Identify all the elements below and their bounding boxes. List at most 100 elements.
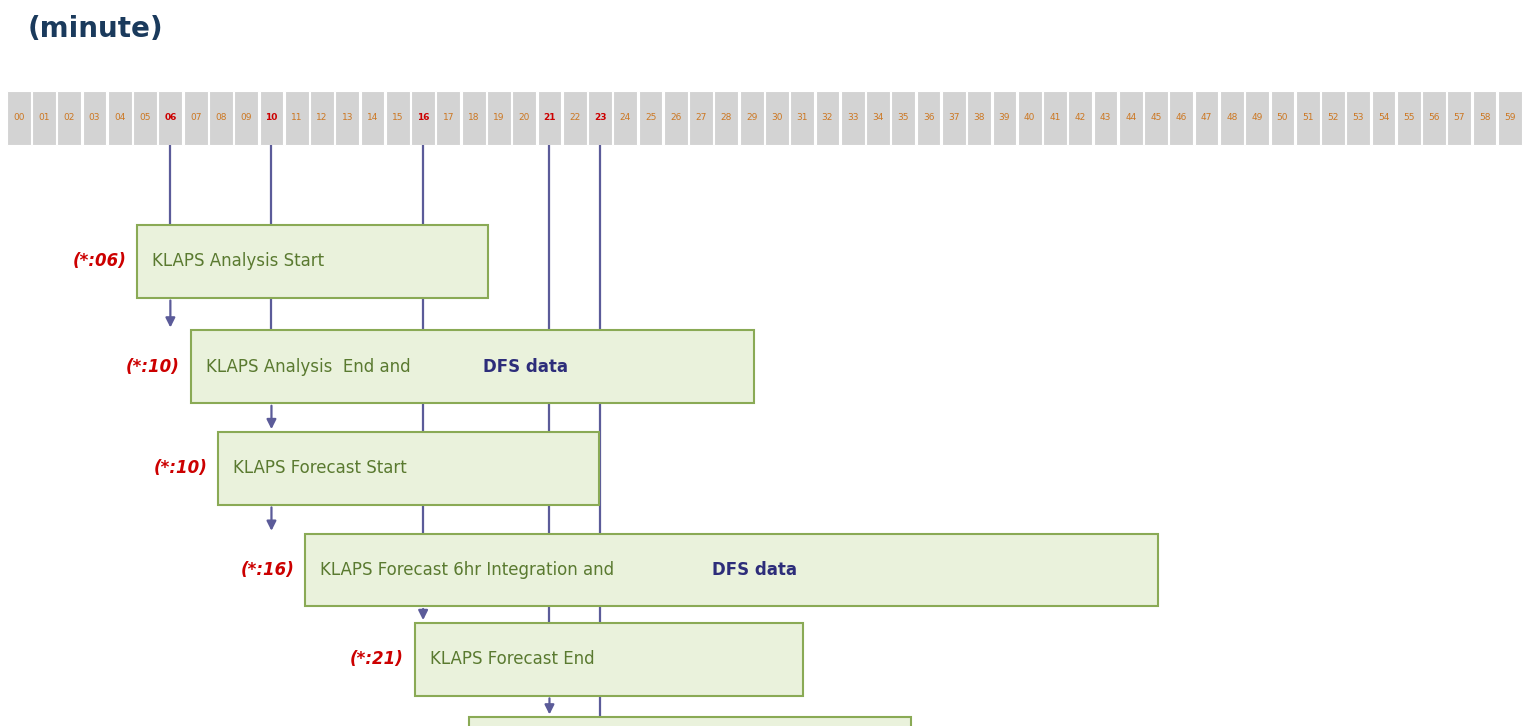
- FancyBboxPatch shape: [462, 91, 486, 145]
- Text: 46: 46: [1175, 113, 1187, 123]
- Text: 23: 23: [594, 113, 607, 123]
- FancyBboxPatch shape: [1245, 91, 1269, 145]
- FancyBboxPatch shape: [1448, 91, 1471, 145]
- FancyBboxPatch shape: [664, 91, 687, 145]
- Text: 15: 15: [392, 113, 404, 123]
- FancyBboxPatch shape: [765, 91, 789, 145]
- FancyBboxPatch shape: [689, 91, 713, 145]
- FancyBboxPatch shape: [305, 534, 1158, 606]
- Text: 56: 56: [1428, 113, 1440, 123]
- FancyBboxPatch shape: [1094, 91, 1117, 145]
- Text: 12: 12: [317, 113, 328, 123]
- FancyBboxPatch shape: [791, 91, 814, 145]
- Text: 26: 26: [671, 113, 681, 123]
- FancyBboxPatch shape: [639, 91, 663, 145]
- FancyBboxPatch shape: [1119, 91, 1143, 145]
- FancyBboxPatch shape: [562, 91, 587, 145]
- Text: 32: 32: [821, 113, 834, 123]
- FancyBboxPatch shape: [1042, 91, 1067, 145]
- FancyBboxPatch shape: [512, 91, 536, 145]
- Text: 19: 19: [494, 113, 504, 123]
- FancyBboxPatch shape: [285, 91, 309, 145]
- Text: KLAPS Analysis  End and: KLAPS Analysis End and: [206, 358, 416, 375]
- FancyBboxPatch shape: [335, 91, 360, 145]
- Text: 55: 55: [1404, 113, 1414, 123]
- FancyBboxPatch shape: [259, 91, 283, 145]
- FancyBboxPatch shape: [992, 91, 1017, 145]
- Text: 53: 53: [1352, 113, 1364, 123]
- Text: 01: 01: [38, 113, 50, 123]
- FancyBboxPatch shape: [133, 91, 157, 145]
- Text: KLAPS Analysis Start: KLAPS Analysis Start: [152, 253, 325, 270]
- FancyBboxPatch shape: [1018, 91, 1041, 145]
- Text: 20: 20: [518, 113, 530, 123]
- FancyBboxPatch shape: [1068, 91, 1093, 145]
- FancyBboxPatch shape: [892, 91, 916, 145]
- Text: 48: 48: [1227, 113, 1237, 123]
- FancyBboxPatch shape: [1195, 91, 1219, 145]
- Text: 17: 17: [442, 113, 454, 123]
- FancyBboxPatch shape: [82, 91, 107, 145]
- FancyBboxPatch shape: [158, 91, 183, 145]
- Text: 09: 09: [241, 113, 251, 123]
- Text: 39: 39: [998, 113, 1010, 123]
- Text: 18: 18: [468, 113, 480, 123]
- Text: 08: 08: [215, 113, 227, 123]
- Text: (*:16): (*:16): [241, 561, 294, 579]
- Text: 40: 40: [1024, 113, 1035, 123]
- FancyBboxPatch shape: [1372, 91, 1396, 145]
- Text: 00: 00: [14, 113, 24, 123]
- FancyBboxPatch shape: [1472, 91, 1497, 145]
- FancyBboxPatch shape: [235, 91, 258, 145]
- FancyBboxPatch shape: [1271, 91, 1294, 145]
- Text: 04: 04: [114, 113, 125, 123]
- Text: KLAPS Forecast End: KLAPS Forecast End: [430, 650, 594, 668]
- FancyBboxPatch shape: [436, 91, 460, 145]
- Text: 33: 33: [847, 113, 858, 123]
- FancyBboxPatch shape: [411, 91, 434, 145]
- Text: 57: 57: [1454, 113, 1465, 123]
- FancyBboxPatch shape: [942, 91, 966, 145]
- FancyBboxPatch shape: [108, 91, 131, 145]
- Text: 44: 44: [1125, 113, 1137, 123]
- Text: 13: 13: [341, 113, 354, 123]
- FancyBboxPatch shape: [968, 91, 991, 145]
- FancyBboxPatch shape: [613, 91, 637, 145]
- Text: DFS data: DFS data: [712, 561, 797, 579]
- Text: (*:21): (*:21): [351, 650, 404, 668]
- FancyBboxPatch shape: [1169, 91, 1193, 145]
- Text: 47: 47: [1201, 113, 1212, 123]
- Text: 22: 22: [568, 113, 581, 123]
- Text: 03: 03: [88, 113, 101, 123]
- FancyBboxPatch shape: [469, 717, 911, 726]
- Text: 14: 14: [367, 113, 378, 123]
- FancyBboxPatch shape: [1498, 91, 1522, 145]
- FancyBboxPatch shape: [841, 91, 864, 145]
- FancyBboxPatch shape: [218, 432, 599, 505]
- Text: 51: 51: [1301, 113, 1314, 123]
- FancyBboxPatch shape: [1346, 91, 1370, 145]
- Text: 43: 43: [1100, 113, 1111, 123]
- Text: 30: 30: [771, 113, 783, 123]
- Text: 02: 02: [64, 113, 75, 123]
- FancyBboxPatch shape: [1219, 91, 1244, 145]
- FancyBboxPatch shape: [715, 91, 738, 145]
- FancyBboxPatch shape: [309, 91, 334, 145]
- Text: 24: 24: [620, 113, 631, 123]
- FancyBboxPatch shape: [137, 225, 488, 298]
- Text: 10: 10: [265, 113, 277, 123]
- FancyBboxPatch shape: [538, 91, 561, 145]
- Text: 27: 27: [695, 113, 707, 123]
- Text: 36: 36: [924, 113, 934, 123]
- Text: 31: 31: [797, 113, 808, 123]
- Text: 41: 41: [1049, 113, 1061, 123]
- FancyBboxPatch shape: [488, 91, 511, 145]
- Text: 49: 49: [1251, 113, 1263, 123]
- FancyBboxPatch shape: [361, 91, 384, 145]
- Text: (*:10): (*:10): [126, 358, 180, 375]
- Text: 21: 21: [543, 113, 556, 123]
- FancyBboxPatch shape: [184, 91, 207, 145]
- FancyBboxPatch shape: [1398, 91, 1420, 145]
- Text: 11: 11: [291, 113, 302, 123]
- FancyBboxPatch shape: [739, 91, 764, 145]
